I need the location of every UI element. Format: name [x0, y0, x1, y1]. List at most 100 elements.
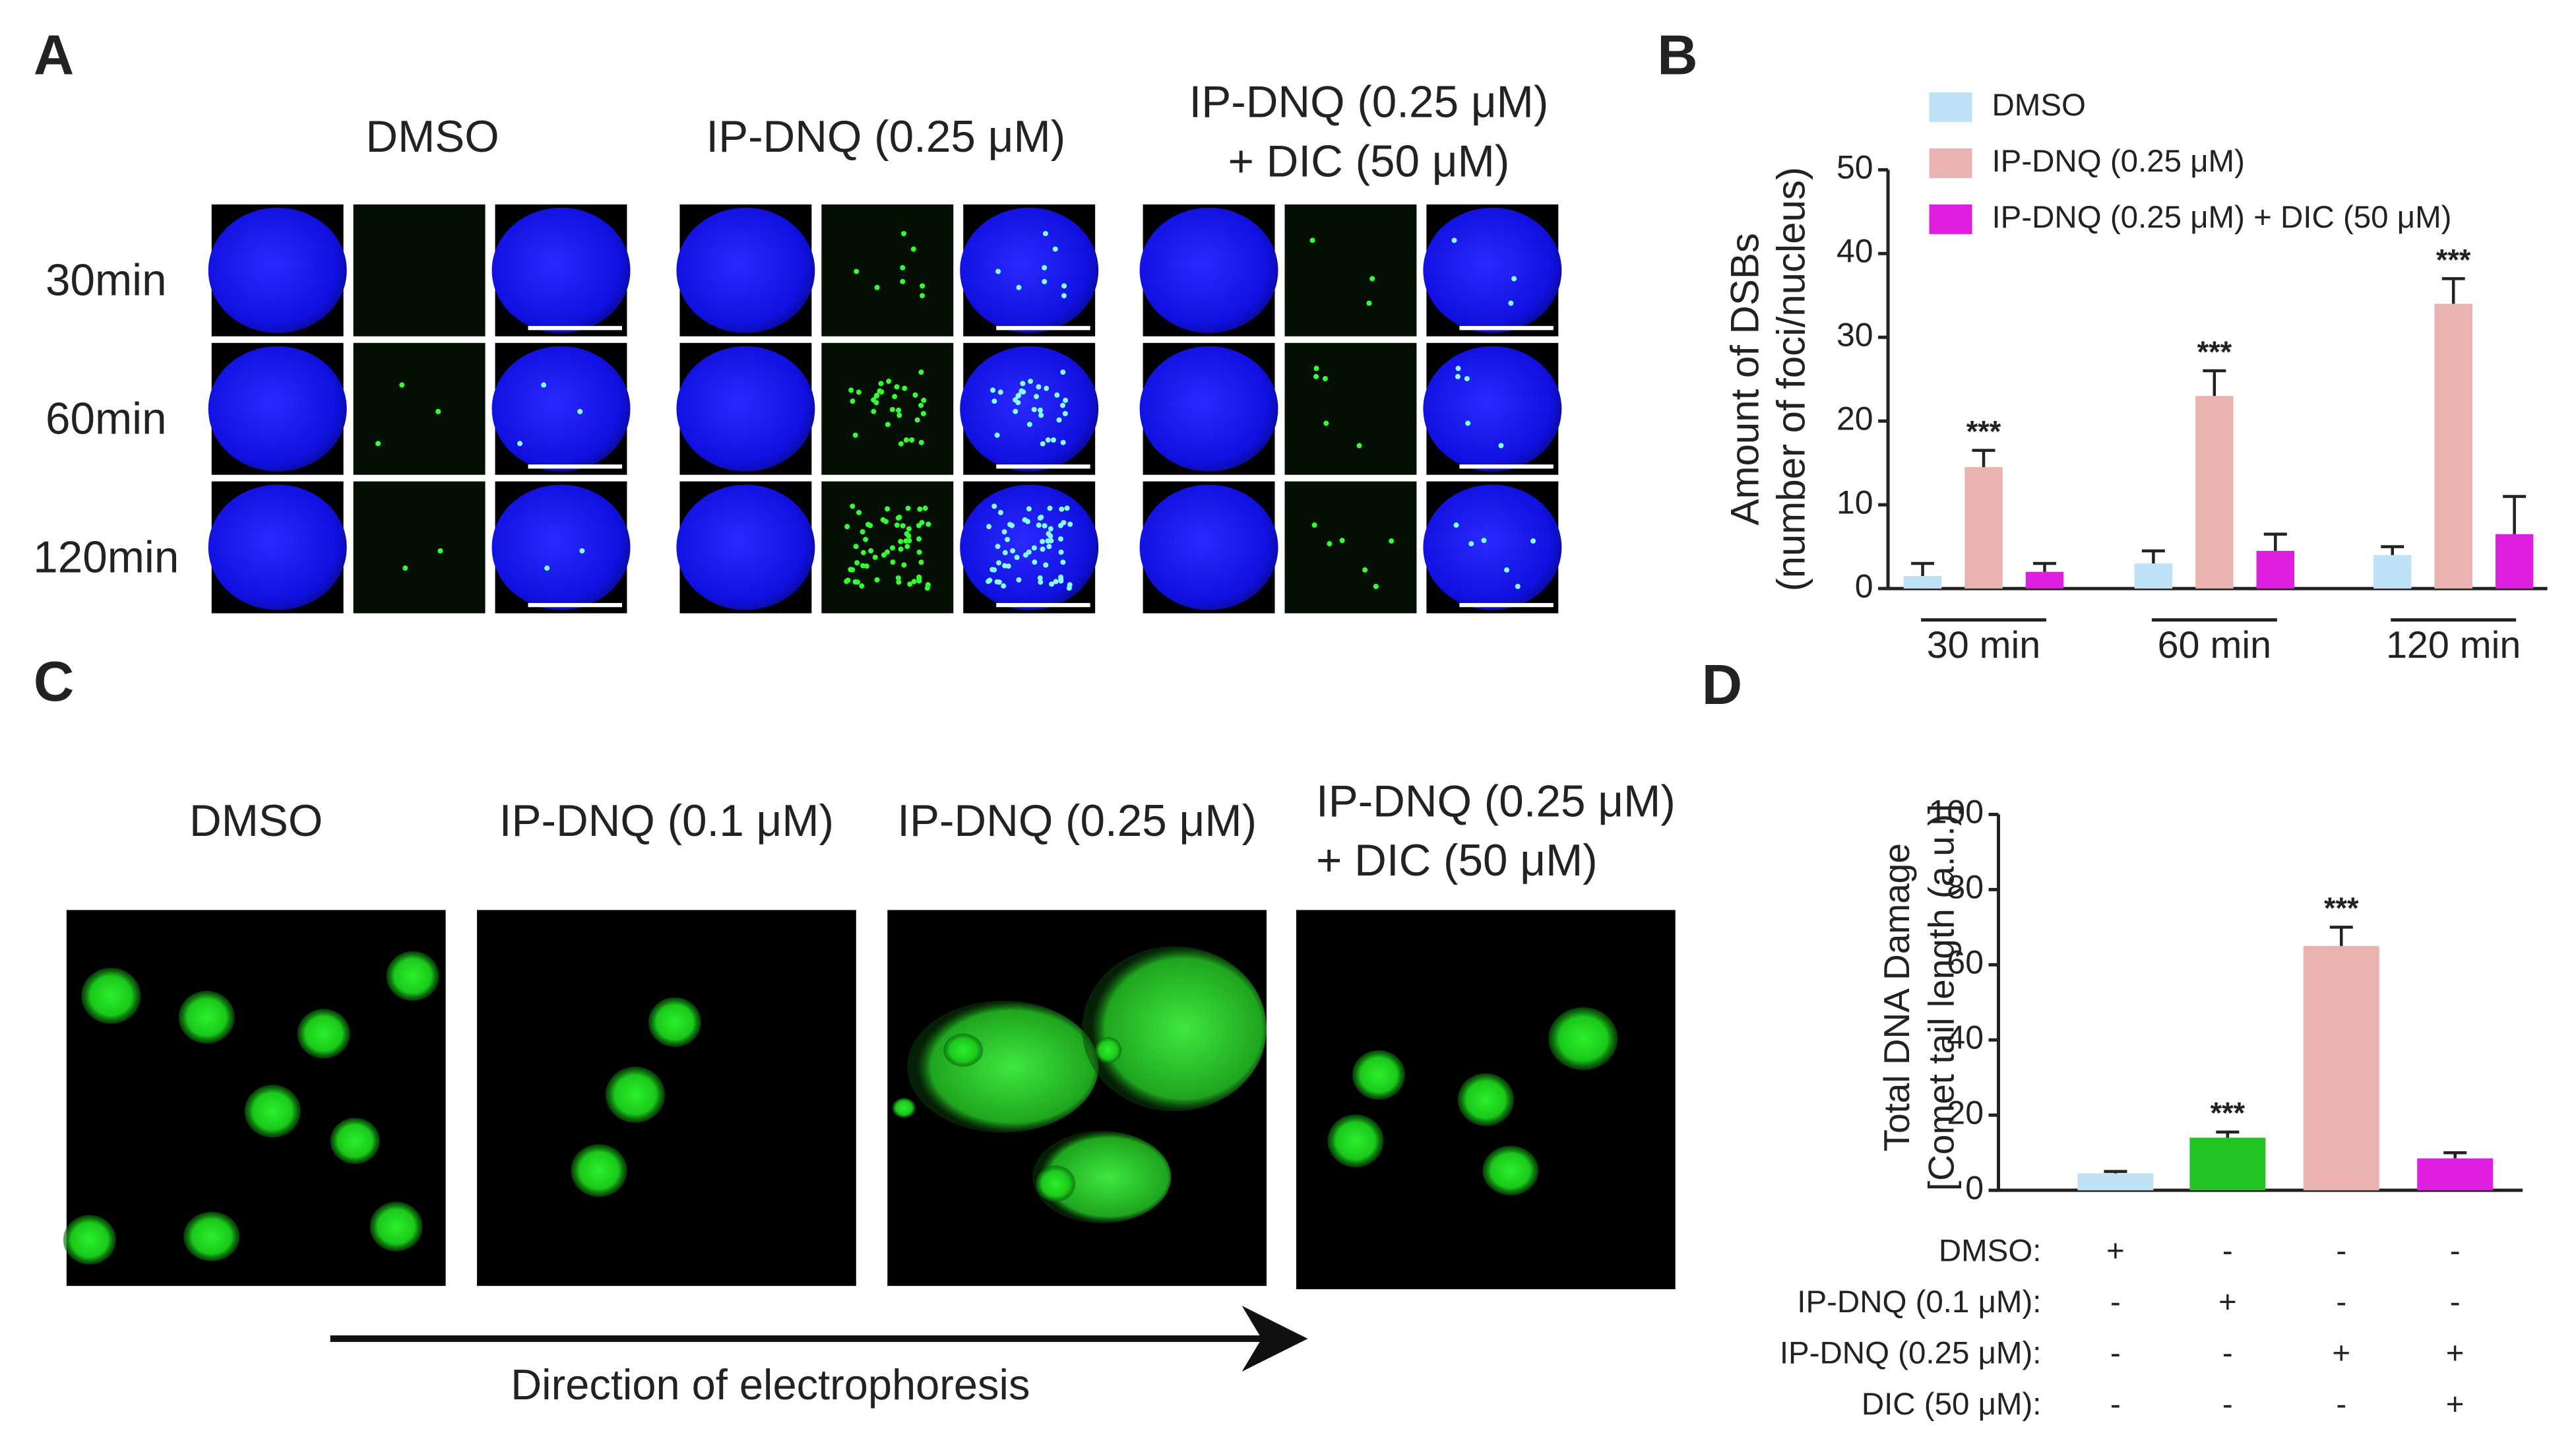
focus — [1058, 578, 1064, 584]
y-tick-label: 100 — [1929, 794, 1984, 831]
focus — [1040, 538, 1046, 544]
focus — [896, 407, 902, 413]
focus — [845, 577, 851, 583]
bar — [2195, 396, 2234, 589]
nucleus — [676, 346, 815, 472]
focus — [1311, 522, 1317, 528]
focus — [1059, 506, 1065, 512]
focus — [902, 385, 908, 391]
y-tick-label: 20 — [1837, 400, 1873, 437]
focus — [1060, 559, 1066, 565]
focus — [1009, 523, 1015, 528]
focus — [994, 432, 1000, 438]
focus — [1026, 506, 1032, 512]
focus — [918, 439, 924, 445]
comet — [605, 1066, 665, 1123]
nucleus — [960, 484, 1099, 610]
column-title: IP-DNQ (0.25 μM) — [706, 112, 1065, 162]
focus — [991, 398, 997, 404]
legend-swatch — [1929, 92, 1972, 122]
focus — [1042, 265, 1048, 270]
focus — [1067, 521, 1073, 527]
focus — [919, 520, 925, 526]
focus — [1045, 437, 1051, 443]
focus — [909, 437, 915, 443]
focus — [1047, 505, 1053, 511]
focus — [1022, 517, 1028, 523]
focus — [1031, 545, 1037, 551]
focus — [922, 505, 928, 511]
focus — [895, 575, 901, 581]
x-tick-label: 120 min — [2386, 624, 2521, 666]
nucleus — [1139, 207, 1278, 333]
focus — [1366, 300, 1372, 306]
y-axis-label: Total DNA Damage — [1876, 843, 1917, 1151]
focus — [850, 567, 856, 573]
focus — [918, 402, 924, 408]
focus — [1468, 541, 1474, 547]
comet — [244, 1085, 301, 1138]
focus — [1026, 422, 1032, 428]
y-tick-label: 60 — [1947, 944, 1984, 981]
focus — [1373, 583, 1379, 589]
bar — [1903, 576, 1942, 589]
column-title: DMSO — [189, 796, 323, 846]
focus — [577, 408, 583, 414]
focus — [1060, 369, 1066, 375]
comet — [369, 1201, 423, 1252]
focus — [906, 533, 912, 539]
column-title: IP-DNQ (0.25 μM) — [1316, 777, 1676, 826]
focus — [1455, 373, 1461, 379]
bar — [2025, 571, 2064, 589]
focus — [903, 538, 909, 544]
focus — [856, 509, 862, 515]
focus — [860, 563, 866, 569]
comet-tail — [907, 1000, 1099, 1133]
legend-label: DMSO — [1992, 88, 2086, 123]
focus — [889, 545, 895, 551]
focus — [907, 581, 913, 587]
focus — [910, 246, 916, 252]
focus — [1038, 579, 1044, 585]
focus — [903, 437, 909, 443]
focus — [1043, 562, 1049, 568]
focus — [892, 394, 898, 400]
y-axis-label: Amount of DSBs — [1723, 233, 1767, 525]
focus — [997, 509, 1003, 515]
focus — [435, 408, 441, 414]
focus — [1389, 538, 1395, 544]
bar — [2434, 303, 2472, 589]
focus — [871, 408, 877, 414]
legend-swatch — [1929, 148, 1972, 178]
focus — [1032, 559, 1038, 565]
focus — [1327, 541, 1333, 547]
focus — [900, 523, 906, 528]
focus — [860, 550, 866, 556]
focus — [1010, 548, 1016, 554]
y-tick-label: 0 — [1855, 567, 1873, 604]
focus — [886, 378, 892, 384]
focus — [854, 269, 860, 274]
focus — [844, 524, 850, 530]
focus — [1455, 366, 1461, 371]
focus — [986, 524, 992, 530]
treatment-sign: - — [2222, 1387, 2233, 1422]
focus — [1037, 575, 1043, 581]
comet — [1327, 1114, 1384, 1168]
focus — [924, 585, 930, 591]
focus — [1464, 375, 1470, 381]
comet — [1548, 1007, 1618, 1070]
focus — [874, 284, 880, 290]
focus — [1511, 276, 1517, 282]
focus — [1016, 577, 1022, 583]
focus — [918, 369, 924, 375]
comet — [1457, 1073, 1514, 1126]
focus — [1465, 420, 1471, 426]
focus — [863, 536, 869, 542]
bar — [2077, 1173, 2154, 1191]
treatment-sign: - — [2222, 1336, 2233, 1371]
focus — [1038, 412, 1044, 418]
comet-image — [477, 910, 856, 1287]
focus — [896, 412, 902, 418]
x-tick-label: 60 min — [2158, 624, 2272, 666]
